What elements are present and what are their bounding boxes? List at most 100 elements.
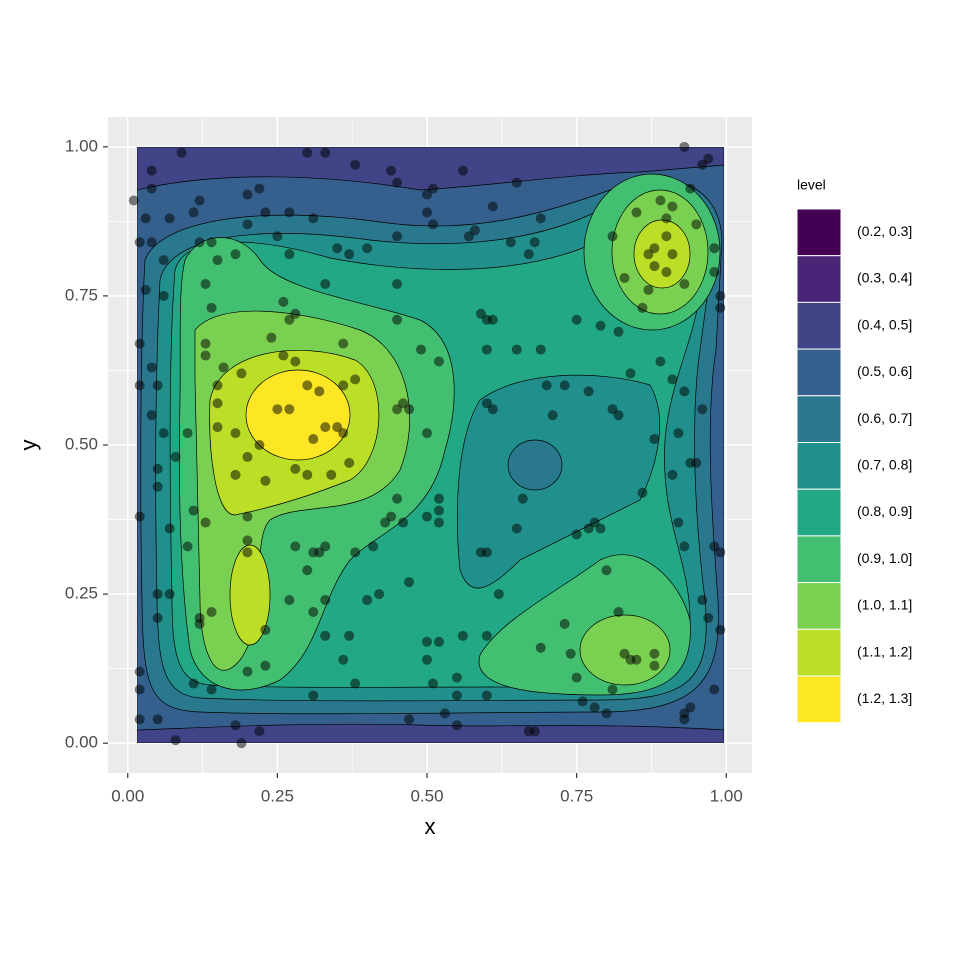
data-point: [320, 278, 331, 289]
data-point: [164, 589, 175, 600]
data-point: [392, 493, 403, 504]
data-point: [583, 386, 594, 397]
data-point: [637, 487, 648, 498]
data-point: [146, 183, 157, 194]
data-point: [493, 589, 504, 600]
x-tick-label: 0.50: [410, 786, 443, 805]
data-point: [320, 630, 331, 641]
data-point: [128, 195, 139, 206]
data-point: [439, 708, 450, 719]
data-point: [673, 428, 684, 439]
data-point: [427, 183, 438, 194]
data-point: [595, 320, 606, 331]
data-point: [134, 511, 145, 522]
data-point: [487, 201, 498, 212]
legend-key: [796, 488, 842, 537]
data-point: [320, 541, 331, 552]
data-point: [523, 249, 534, 260]
data-point: [422, 428, 433, 439]
y-tick-label: 0.25: [65, 584, 98, 603]
data-point: [374, 589, 385, 600]
data-point: [146, 362, 157, 373]
contour-band: [229, 544, 271, 646]
data-point: [601, 708, 612, 719]
legend-label: (1.0, 1.1]: [857, 597, 912, 613]
data-point: [709, 267, 720, 278]
data-point: [212, 255, 223, 266]
legend-key: [796, 208, 842, 257]
axes: 0.00 0.25 0.50 0.75 1.00 0.00 0.25 0.50 0.75 1.00: [65, 136, 743, 805]
data-point: [457, 165, 468, 176]
data-point: [511, 344, 522, 355]
data-point: [320, 422, 331, 433]
data-point: [290, 463, 301, 474]
data-point: [475, 547, 486, 558]
legend-key: [796, 628, 842, 677]
data-point: [242, 189, 253, 200]
data-point: [601, 565, 612, 576]
data-point: [613, 606, 624, 617]
data-point: [613, 410, 624, 421]
data-point: [266, 332, 277, 343]
y-tick-label: 0.00: [65, 733, 98, 752]
data-point: [146, 165, 157, 176]
data-point: [619, 273, 630, 284]
data-point: [284, 207, 295, 218]
data-point: [194, 237, 205, 248]
data-point: [230, 720, 241, 731]
data-point: [338, 428, 349, 439]
contour-band: [633, 219, 691, 289]
data-point: [182, 541, 193, 552]
data-point: [655, 356, 666, 367]
x-tick-label: 0.00: [111, 786, 144, 805]
data-point: [152, 481, 163, 492]
data-point: [667, 249, 678, 260]
legend-key: [796, 582, 842, 630]
data-point: [685, 183, 696, 194]
legend-key: [796, 395, 842, 443]
data-point: [260, 624, 271, 635]
data-point: [188, 207, 199, 218]
data-point: [613, 326, 624, 337]
data-point: [565, 648, 576, 659]
data-point: [631, 207, 642, 218]
data-point: [422, 654, 433, 665]
data-point: [200, 517, 211, 528]
data-point: [433, 505, 444, 516]
legend-label: (1.1, 1.2]: [857, 643, 912, 659]
data-point: [308, 434, 319, 445]
data-point: [236, 368, 247, 379]
data-point: [284, 595, 295, 606]
y-axis-title: y: [16, 440, 41, 451]
data-point: [200, 350, 211, 361]
data-point: [158, 290, 169, 301]
legend-key: [796, 348, 842, 397]
data-point: [655, 195, 666, 206]
data-point: [643, 284, 654, 295]
x-tick-label: 0.75: [560, 786, 593, 805]
data-point: [392, 278, 403, 289]
data-point: [422, 207, 433, 218]
data-point: [302, 469, 313, 480]
data-point: [344, 457, 355, 468]
data-point: [170, 451, 181, 462]
data-point: [260, 207, 271, 218]
data-point: [200, 338, 211, 349]
data-point: [302, 147, 313, 158]
data-point: [673, 517, 684, 528]
data-point: [308, 606, 319, 617]
data-point: [398, 517, 409, 528]
data-point: [278, 296, 289, 307]
data-point: [164, 213, 175, 224]
data-point: [254, 440, 265, 450]
data-point: [715, 302, 726, 313]
data-point: [380, 517, 391, 528]
data-point: [230, 469, 241, 480]
data-point: [457, 630, 468, 641]
data-point: [667, 374, 678, 385]
data-point: [362, 243, 373, 254]
data-point: [338, 654, 349, 665]
data-point: [242, 511, 253, 522]
data-point: [134, 338, 145, 349]
data-point: [643, 249, 654, 260]
